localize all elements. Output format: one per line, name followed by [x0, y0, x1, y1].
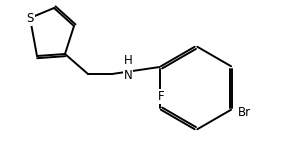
Text: F: F — [158, 90, 165, 103]
Text: Br: Br — [238, 106, 251, 119]
Text: S: S — [26, 12, 34, 24]
Text: H
N: H N — [124, 54, 132, 82]
